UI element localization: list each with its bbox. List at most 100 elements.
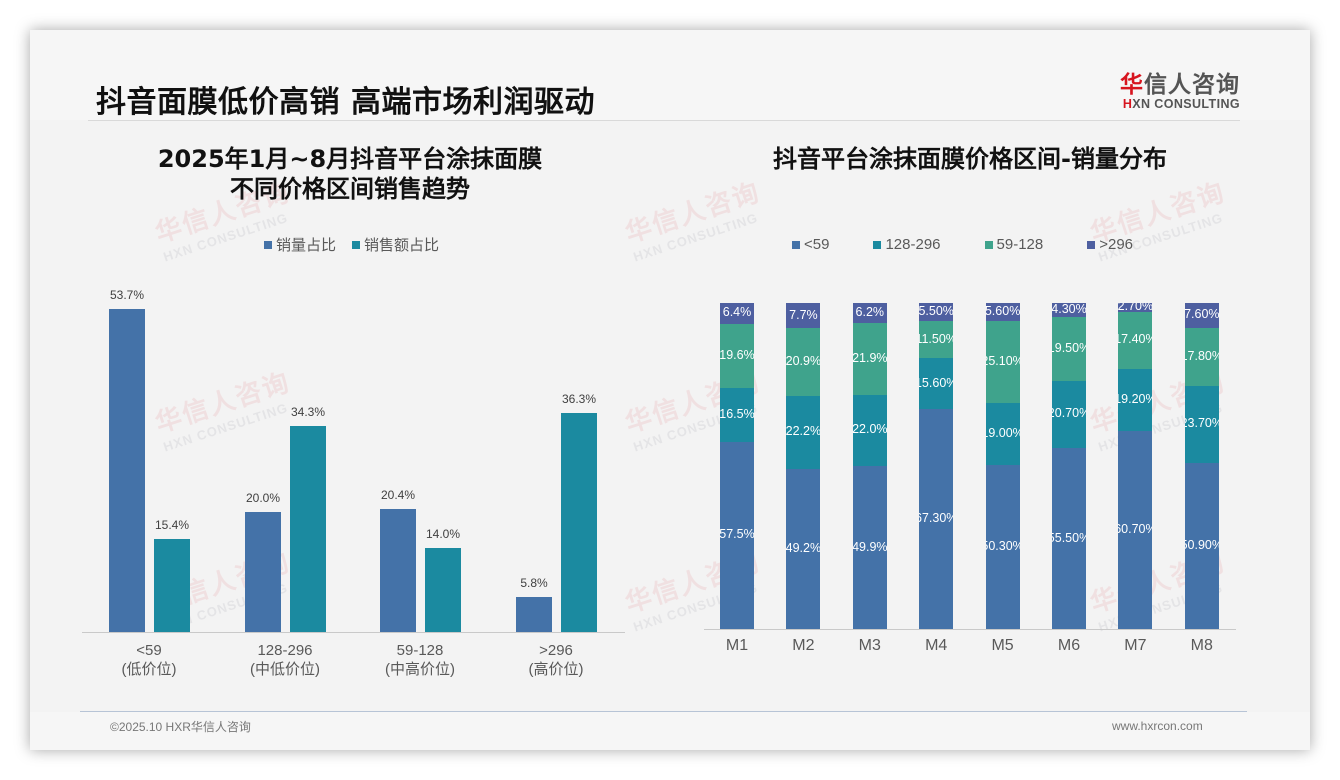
watermark-cn: 华信人咨询 (621, 177, 765, 250)
stacked-bar-m7: 60.70% 19.20% 17.40% 2.70% (1118, 303, 1153, 629)
segment-<59: 67.30% (919, 409, 954, 629)
footer-website: www.hxrcon.com (1112, 719, 1203, 733)
footer-divider (80, 711, 1247, 712)
bar-sales-amount (154, 539, 190, 632)
left-chart-title-line1: 2025年1月~8月抖音平台涂抹面膜 (157, 145, 543, 173)
watermark-en: HXN CONSULTING (631, 210, 760, 265)
segment-128-296: 22.2% (786, 396, 821, 469)
page-title: 抖音面膜低价高销 高端市场利润驱动 (96, 85, 595, 120)
segment-value-label: 19.00% (986, 426, 1020, 441)
month-label: M4 (925, 637, 948, 654)
right-chart-x-axis (704, 629, 1236, 630)
segment-value-label: 67.30% (919, 511, 953, 526)
watermark-logo: 华信人咨询 HXN CONSULTING (150, 362, 299, 454)
legend-swatch-icon (1087, 240, 1096, 249)
bar-value-label: 34.3% (290, 404, 326, 419)
segment-<59: 50.30% (985, 465, 1020, 629)
segment-value-label: 7.7% (789, 307, 818, 322)
segment-value-label: 11.50% (919, 331, 953, 346)
legend-label: <59 (804, 236, 830, 253)
bar-value-label: 15.4% (154, 518, 190, 533)
segment->296: 6.4% (720, 303, 754, 324)
segment-128-296: 23.70% (1184, 385, 1219, 464)
legend-label: 销量占比 (276, 237, 337, 254)
right-chart-legend: <59 128-296 59-128 >296 (792, 236, 1133, 253)
left-chart-x-axis (82, 632, 625, 633)
category-range: <59 (136, 642, 162, 659)
segment-value-label: 5.50% (919, 303, 954, 318)
category-tier: (中高价位) (385, 661, 455, 678)
logo-en: HXN CONSULTING (1110, 97, 1240, 111)
bar-sales-volume (380, 509, 416, 632)
header-band (30, 30, 1310, 120)
segment-value-label: 22.2% (786, 424, 821, 439)
legend-swatch-icon (984, 240, 993, 249)
bar-value-label: 36.3% (561, 392, 597, 407)
logo-en-accent: H (1122, 97, 1133, 111)
segment->296: 5.60% (985, 303, 1020, 322)
segment-<59: 49.2% (786, 468, 821, 629)
segment-value-label: 5.60% (985, 304, 1020, 319)
stacked-bar-m6: 55.50% 20.70% 19.50% 4.30% (1052, 303, 1086, 629)
category-tier: (中低价位) (250, 661, 320, 678)
segment-value-label: 49.2% (786, 540, 821, 555)
segment-59-128: 19.6% (720, 323, 754, 388)
segment-value-label: 17.80% (1185, 348, 1219, 363)
segment-value-label: 17.40% (1118, 332, 1152, 347)
month-label: M2 (792, 637, 815, 654)
segment-59-128: 17.40% (1118, 311, 1153, 369)
segment-128-296: 15.60% (919, 358, 954, 410)
right-chart-title: 抖音平台涂抹面膜价格区间-销量分布 (773, 145, 1167, 173)
segment->296: 2.70% (1118, 303, 1153, 312)
segment-value-label: 60.70% (1118, 522, 1152, 537)
stacked-bar-m5: 50.30% 19.00% 25.10% 5.60% (985, 303, 1020, 629)
left-chart-legend: 销量占比 销售额占比 (264, 234, 439, 255)
watermark-cn: 华信人咨询 (151, 367, 295, 440)
segment-value-label: 57.5% (720, 527, 754, 542)
legend-item-128-296: 128-296 (873, 236, 941, 253)
legend-item-gt296: >296 (1087, 236, 1133, 253)
bar-value-label: 20.4% (380, 488, 416, 503)
header-divider (88, 120, 1240, 121)
logo-en-text: XN CONSULTING (1132, 97, 1240, 111)
category-label: 128-296 (中低价位) (225, 641, 345, 679)
segment-59-128: 11.50% (919, 320, 954, 359)
legend-item-59-128: 59-128 (984, 236, 1044, 253)
legend-label: 128-296 (885, 236, 941, 253)
segment-128-296: 19.20% (1118, 368, 1153, 432)
month-label: M6 (1057, 637, 1081, 654)
bar-sales-volume (109, 308, 145, 632)
segment->296: 6.2% (852, 303, 887, 324)
segment-value-label: 20.9% (786, 354, 821, 369)
segment-value-label: 23.70% (1185, 416, 1219, 431)
left-chart-title-line2: 不同价格区间销售趋势 (230, 175, 470, 203)
segment-59-128: 25.10% (985, 321, 1020, 404)
legend-swatch-icon (873, 240, 882, 249)
segment-value-label: 6.2% (855, 305, 885, 320)
stacked-bar-m2: 49.2% 22.2% 20.9% 7.7% (786, 303, 821, 629)
bar-value-label: 20.0% (245, 490, 281, 505)
legend-item-lt59: <59 (792, 236, 829, 253)
segment-value-label: 22.0% (852, 422, 887, 437)
segment-<59: 50.90% (1184, 463, 1219, 629)
segment-value-label: 6.4% (722, 305, 752, 320)
segment-128-296: 19.00% (985, 403, 1020, 466)
category-tier: (低价位) (121, 661, 177, 678)
legend-label: 59-128 (996, 236, 1044, 253)
segment-<59: 55.50% (1052, 448, 1086, 629)
segment-128-296: 16.5% (720, 387, 754, 442)
logo-cn-text: 信人咨询 (1144, 72, 1240, 98)
stacked-bar-m8: 50.90% 23.70% 17.80% 7.60% (1184, 303, 1219, 629)
left-chart-title: 2025年1月~8月抖音平台涂抹面膜 不同价格区间销售趋势 (90, 144, 610, 204)
segment-59-128: 20.9% (786, 328, 821, 397)
bar-sales-amount (425, 547, 461, 632)
segment->296: 5.50% (919, 303, 954, 321)
segment-value-label: 16.5% (720, 406, 754, 421)
category-label: 59-128 (中高价位) (360, 641, 480, 679)
month-label: M1 (725, 637, 749, 654)
segment-<59: 57.5% (720, 441, 754, 629)
segment-59-128: 19.50% (1052, 317, 1086, 381)
footer-copyright: ©2025.10 HXR华信人咨询 (110, 720, 251, 734)
month-label: M7 (1124, 637, 1147, 654)
bar-sales-volume (245, 511, 281, 632)
